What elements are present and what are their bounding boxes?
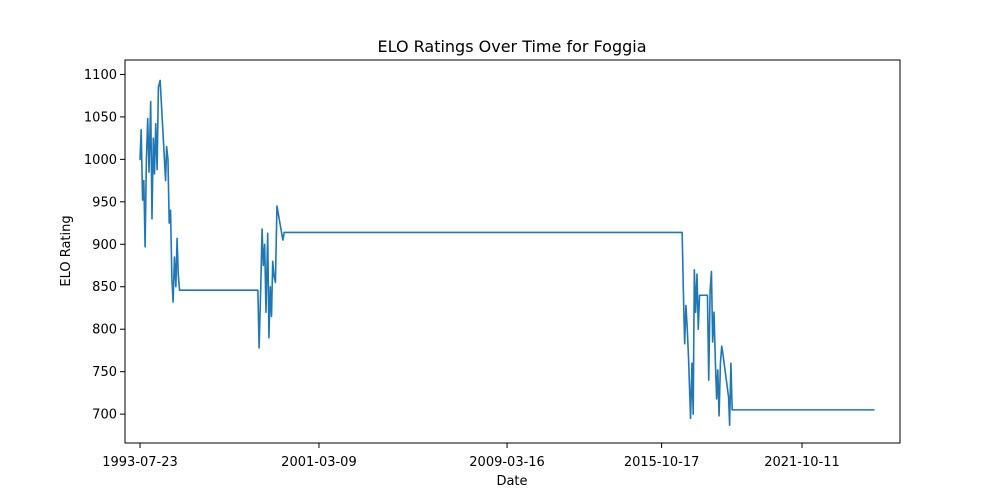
x-tick-label: 1993-07-23 xyxy=(102,455,178,470)
y-tick-label: 1100 xyxy=(84,68,117,83)
x-axis-label: Date xyxy=(496,474,527,489)
y-axis-label: ELO Rating xyxy=(59,215,74,286)
chart-title: ELO Ratings Over Time for Foggia xyxy=(377,37,646,56)
y-tick-label: 1000 xyxy=(84,153,117,168)
x-axis-ticks: 1993-07-23 2001-03-09 2009-03-16 2015-10-17… xyxy=(102,443,840,470)
y-axis-ticks: 700 750 800 850 900 950 1000 1050 1100 xyxy=(84,68,125,423)
y-tick-label: 1050 xyxy=(84,110,117,125)
y-tick-label: 750 xyxy=(92,365,117,380)
y-tick-label: 850 xyxy=(92,280,117,295)
x-tick-label: 2021-10-11 xyxy=(764,455,840,470)
plot-frame xyxy=(124,59,901,444)
elo-rating-line xyxy=(139,79,875,426)
x-tick-label: 2009-03-16 xyxy=(469,455,545,470)
y-tick-label: 950 xyxy=(92,195,117,210)
series-layer xyxy=(139,79,875,426)
y-tick-label: 800 xyxy=(92,323,117,338)
x-tick-label: 2015-10-17 xyxy=(624,455,700,470)
y-tick-label: 900 xyxy=(92,238,117,253)
x-tick-label: 2001-03-09 xyxy=(281,455,357,470)
y-tick-label: 700 xyxy=(92,408,117,423)
